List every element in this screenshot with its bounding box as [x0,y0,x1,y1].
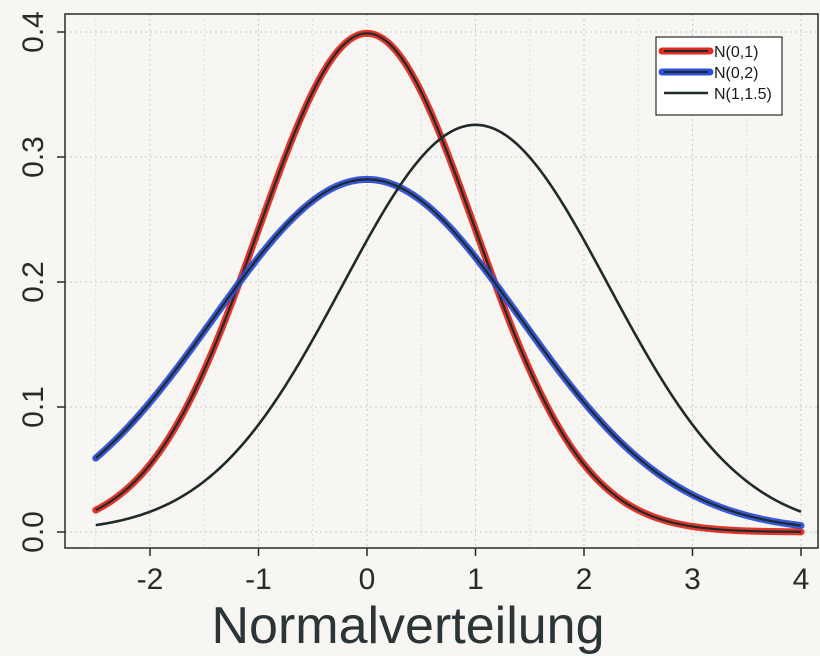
y-tick-label: 0.0 [17,511,50,553]
y-tick-label: 0.4 [17,11,50,53]
legend-label: N(0,2) [714,65,758,82]
grid-lines [65,14,818,548]
x-tick-label: 4 [793,563,810,596]
legend-label: N(0,1) [714,44,758,61]
y-axis: 0.0 0.1 0.2 0.3 0.4 [17,11,65,553]
x-tick-label: 1 [467,563,484,596]
series-line-n-0-1 [95,32,802,533]
series-line-n-0-2 [95,178,802,527]
plot-frame [64,13,819,549]
x-tick-label: -2 [137,563,164,596]
legend-label: N(1,1.5) [714,86,772,103]
y-tick-label: 0.1 [17,386,50,428]
y-tick-label: 0.3 [17,136,50,178]
series-line-n-1-1-5 [95,123,802,527]
x-tick-label: 0 [359,563,376,596]
series-layer [92,29,805,536]
y-tick-label: 0.2 [17,261,50,303]
legend: N(0,1) N(0,2) N(1,1.5) [655,36,783,116]
x-axis: -2 -1 0 1 2 3 4 [137,548,810,596]
x-tick-label: 2 [576,563,593,596]
x-tick-label: -1 [245,563,272,596]
x-axis-title: Normalverteilung [211,597,604,655]
x-tick-label: 3 [684,563,701,596]
